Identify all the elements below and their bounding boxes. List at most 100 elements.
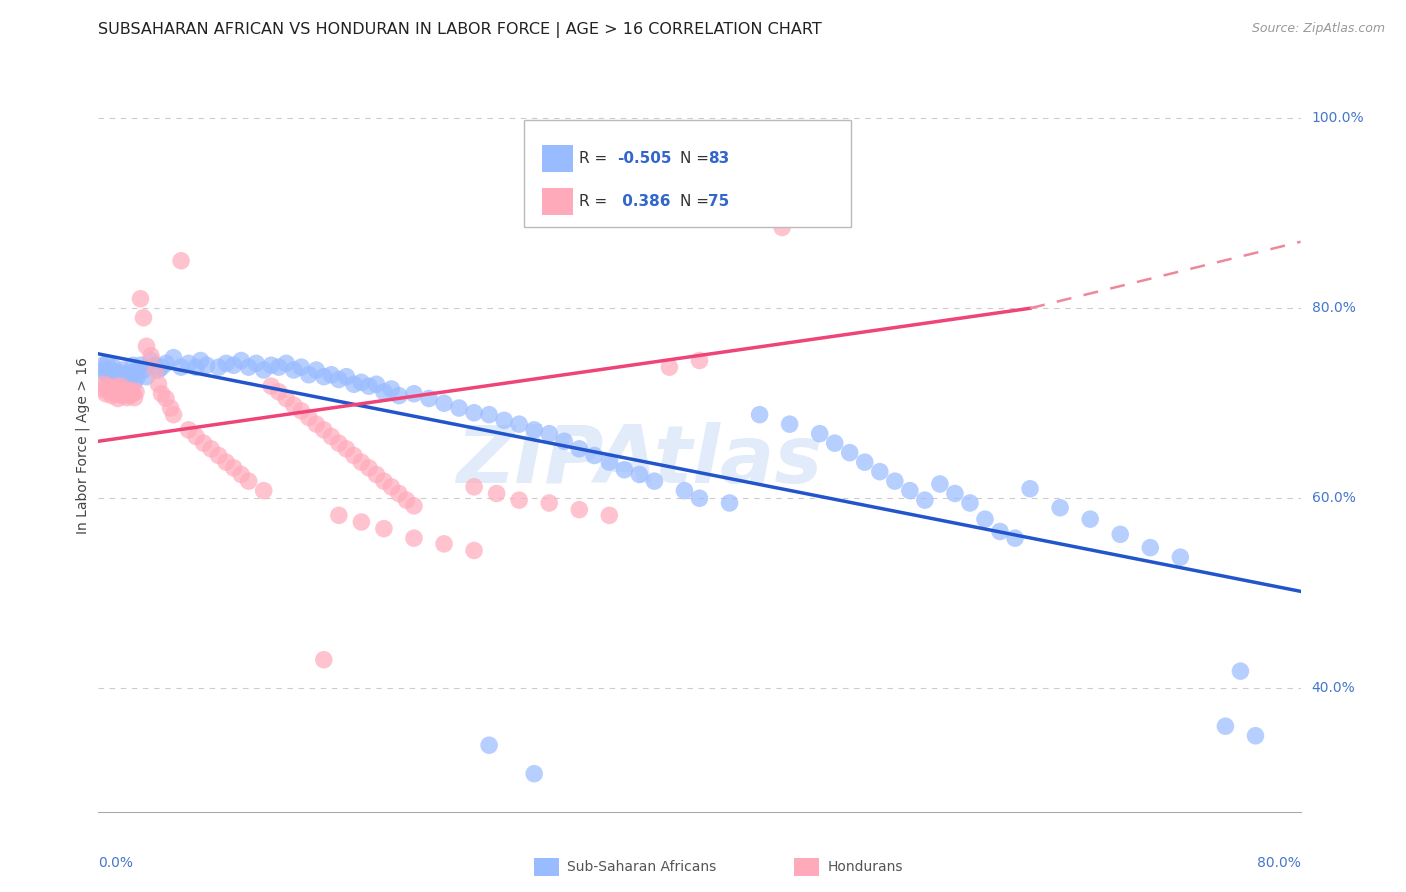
Text: 0.386: 0.386 [617, 194, 671, 209]
Point [312, 369, 335, 384]
Point [447, 401, 470, 415]
Point [121, 369, 143, 384]
Text: N =: N = [681, 152, 714, 166]
Point [508, 493, 530, 508]
Point [162, 408, 184, 422]
Point [184, 429, 207, 443]
Point [433, 537, 456, 551]
Point [125, 384, 148, 399]
Point [321, 368, 343, 382]
Point [402, 386, 425, 401]
Point [494, 413, 516, 427]
Point [94, 386, 117, 401]
Point [568, 442, 591, 456]
Point [673, 483, 696, 498]
Point [93, 363, 115, 377]
Point [343, 377, 366, 392]
Point [110, 369, 132, 384]
Point [598, 508, 620, 523]
Text: N =: N = [681, 194, 714, 209]
Text: R =: R = [579, 152, 612, 166]
Point [402, 531, 425, 545]
Point [1170, 550, 1192, 565]
Point [914, 493, 936, 508]
Point [853, 455, 876, 469]
Point [122, 358, 145, 372]
Point [190, 353, 212, 368]
Point [170, 360, 193, 375]
Text: SUBSAHARAN AFRICAN VS HONDURAN IN LABOR FORCE | AGE > 16 CORRELATION CHART: SUBSAHARAN AFRICAN VS HONDURAN IN LABOR … [98, 22, 823, 38]
Point [688, 491, 710, 506]
Point [869, 465, 891, 479]
Point [583, 449, 606, 463]
Point [628, 467, 651, 482]
Text: 83: 83 [709, 152, 730, 166]
Point [418, 392, 440, 406]
Point [808, 426, 831, 441]
Point [824, 436, 846, 450]
Point [838, 445, 860, 459]
Point [357, 460, 380, 475]
Text: 80.0%: 80.0% [1312, 301, 1355, 315]
Point [145, 363, 167, 377]
Point [643, 474, 665, 488]
Point [298, 410, 321, 425]
Point [104, 386, 127, 401]
Point [312, 423, 335, 437]
Point [283, 363, 305, 377]
Point [988, 524, 1011, 539]
Point [380, 382, 402, 396]
Point [463, 543, 485, 558]
Point [395, 493, 418, 508]
Point [373, 384, 395, 399]
Point [433, 396, 456, 410]
Point [103, 360, 125, 375]
Point [328, 372, 350, 386]
Point [114, 368, 136, 382]
Point [974, 512, 997, 526]
Point [523, 766, 546, 780]
Point [373, 522, 395, 536]
Point [1229, 664, 1251, 678]
Point [658, 194, 681, 209]
Point [159, 401, 181, 415]
Point [373, 474, 395, 488]
Point [155, 392, 177, 406]
Point [97, 369, 120, 384]
Point [478, 408, 501, 422]
Point [553, 434, 575, 449]
Point [177, 423, 200, 437]
Text: 80.0%: 80.0% [1257, 855, 1301, 870]
Point [478, 738, 501, 752]
Point [108, 366, 131, 380]
Point [779, 417, 801, 432]
Point [328, 508, 350, 523]
Text: ZIPAtlas: ZIPAtlas [457, 422, 823, 500]
Point [195, 358, 218, 372]
Point [101, 376, 124, 390]
Point [748, 408, 770, 422]
Text: 100.0%: 100.0% [1312, 112, 1364, 125]
Point [366, 377, 388, 392]
Point [688, 353, 710, 368]
Point [357, 379, 380, 393]
Point [1078, 512, 1101, 526]
Point [177, 356, 200, 370]
Point [97, 384, 120, 399]
Point [107, 392, 129, 406]
Point [208, 449, 231, 463]
Point [770, 220, 793, 235]
Point [276, 356, 298, 370]
Point [260, 379, 283, 393]
Point [260, 358, 283, 372]
Point [148, 377, 170, 392]
Text: 40.0%: 40.0% [1312, 681, 1355, 695]
Point [94, 368, 117, 382]
Point [200, 442, 222, 456]
Point [538, 496, 561, 510]
Point [103, 383, 125, 397]
Point [238, 474, 260, 488]
Point [1004, 531, 1026, 545]
Point [929, 477, 952, 491]
Point [129, 358, 152, 372]
